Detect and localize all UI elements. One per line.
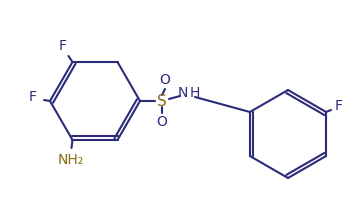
Text: N: N <box>178 86 188 100</box>
Text: O: O <box>157 115 167 129</box>
Text: S: S <box>157 94 167 108</box>
Text: H: H <box>190 86 201 100</box>
Text: F: F <box>29 90 37 104</box>
Text: NH₂: NH₂ <box>57 153 84 167</box>
Text: F: F <box>59 39 67 53</box>
Text: O: O <box>159 73 170 87</box>
Text: F: F <box>335 99 343 113</box>
